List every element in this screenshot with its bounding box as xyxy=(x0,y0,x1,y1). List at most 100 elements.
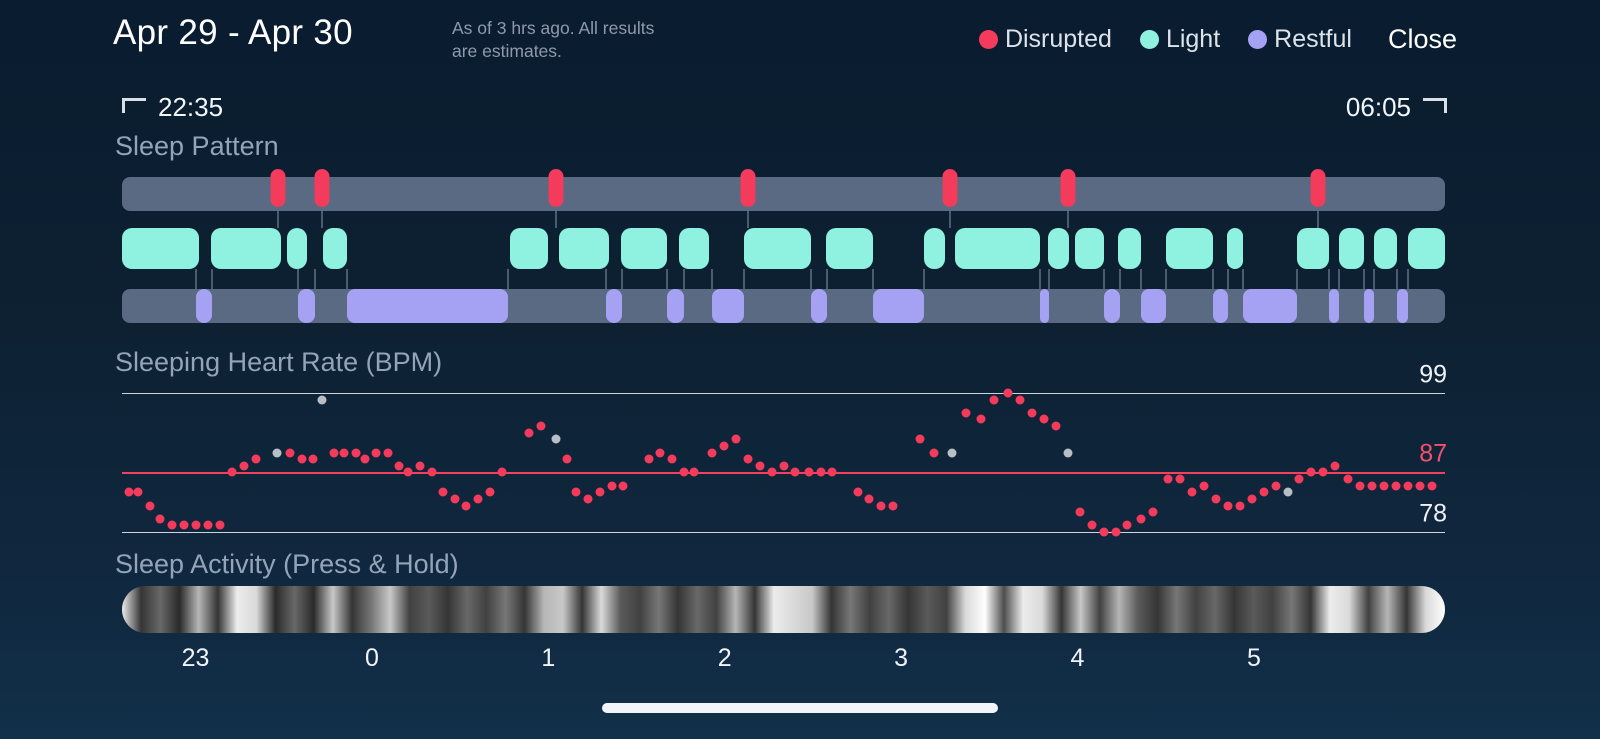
hr-dot xyxy=(595,487,605,497)
light-segment xyxy=(620,228,668,269)
start-time: 22:35 xyxy=(158,92,224,122)
hr-dot xyxy=(583,494,593,504)
connector-line xyxy=(345,269,348,289)
light-segment xyxy=(1407,228,1445,269)
legend-label-restful: Restful xyxy=(1274,25,1352,53)
end-time: 06:05 xyxy=(1345,92,1411,122)
home-indicator[interactable] xyxy=(602,703,998,713)
hr-dot xyxy=(1015,395,1025,405)
light-segment xyxy=(955,228,1041,269)
hr-dot xyxy=(308,454,317,464)
restful-segment xyxy=(1364,289,1374,323)
hr-dot xyxy=(297,454,307,464)
disrupted-track xyxy=(122,169,1445,211)
connector-line xyxy=(666,269,669,289)
hr-dot xyxy=(351,448,361,458)
connector-line xyxy=(1048,269,1051,289)
light-segment xyxy=(743,228,812,269)
light-segment xyxy=(1165,228,1214,269)
light-segment xyxy=(1074,228,1104,269)
hr-dot xyxy=(689,467,699,477)
hr-dot xyxy=(394,461,403,471)
hr-dot xyxy=(929,448,939,458)
connector-line xyxy=(711,269,714,289)
hr-dot xyxy=(1403,481,1413,491)
light-segment xyxy=(287,228,308,269)
hour-axis: 23 0 1 2 3 4 5 xyxy=(122,644,1445,676)
restful-track xyxy=(122,289,1445,323)
light-segment xyxy=(210,228,281,269)
connector-line xyxy=(605,269,608,289)
sleep-activity-strip[interactable] xyxy=(122,586,1445,633)
disrupted-segment xyxy=(942,169,958,207)
session-end: 06:05 xyxy=(1346,92,1447,123)
hr-dot xyxy=(461,501,471,511)
disrupted-segment xyxy=(270,169,286,207)
connector-line xyxy=(1316,211,1319,228)
sleep-activity-title: Sleep Activity (Press & Hold) xyxy=(115,549,459,579)
hr-dot xyxy=(360,454,370,464)
connector-line xyxy=(1241,269,1244,289)
connector-line xyxy=(746,211,749,228)
hr-dot xyxy=(853,487,863,497)
sleep-pattern-chart xyxy=(122,169,1445,325)
hr-dot xyxy=(562,454,572,464)
restful-segment xyxy=(667,289,685,323)
disrupted-segment xyxy=(1060,169,1076,207)
hr-dot xyxy=(124,487,134,497)
disrupted-segment xyxy=(314,169,330,207)
crop-mark-left-icon xyxy=(122,98,146,113)
hr-dot xyxy=(239,461,249,471)
disrupted-segment xyxy=(1310,169,1326,207)
hr-dot xyxy=(915,434,925,444)
connector-line xyxy=(296,269,299,289)
hr-dot xyxy=(536,421,546,431)
connector-line xyxy=(210,269,213,289)
close-button[interactable]: Close xyxy=(1387,24,1457,54)
connector-line xyxy=(320,211,323,228)
hr-dot xyxy=(403,467,413,477)
hr-dot xyxy=(719,441,729,451)
hr-dot xyxy=(415,461,425,471)
hr-dot xyxy=(438,487,448,497)
hr-dot xyxy=(1111,527,1121,537)
date-range: Apr 29 - Apr 30 xyxy=(113,13,353,52)
restful-segment xyxy=(1040,289,1050,323)
hr-dot xyxy=(1051,421,1061,431)
hr-dot xyxy=(679,467,689,477)
heart-rate-chart: 99 87 78 xyxy=(122,361,1447,537)
hr-dot xyxy=(1163,474,1173,484)
hr-dot xyxy=(215,520,225,530)
connector-line xyxy=(1066,211,1069,228)
hr-dot-estimated xyxy=(317,395,327,405)
restful-segment xyxy=(1328,289,1340,323)
hour-label: 4 xyxy=(1070,644,1085,672)
light-track xyxy=(122,228,1445,269)
connector-line xyxy=(1338,269,1341,289)
hr-dot xyxy=(976,414,986,424)
hr-dot xyxy=(1087,520,1097,530)
hr-dot xyxy=(1343,474,1353,484)
legend-label-disrupted: Disrupted xyxy=(1004,25,1112,53)
hr-dot xyxy=(644,454,654,464)
hour-label: 3 xyxy=(894,644,909,672)
hr-dot xyxy=(155,514,165,524)
restful-segment xyxy=(1213,289,1229,323)
sleep-pattern-title: Sleep Pattern xyxy=(115,131,279,161)
hr-dot xyxy=(1355,481,1365,491)
hour-label: 23 xyxy=(181,644,210,672)
connector-line xyxy=(1118,269,1121,289)
hr-dot xyxy=(167,520,177,530)
hr-dot xyxy=(1271,481,1281,491)
light-segment xyxy=(1048,228,1070,269)
light-segment xyxy=(323,228,347,269)
hr-dot xyxy=(473,494,483,504)
restful-segment xyxy=(712,289,744,323)
hr-dot-estimated xyxy=(947,448,957,458)
hr-dot xyxy=(779,461,788,471)
hr-dot xyxy=(1391,481,1401,491)
hr-dot xyxy=(227,467,237,477)
hour-label: 2 xyxy=(717,644,732,672)
hr-dot xyxy=(1148,507,1158,517)
hr-dot xyxy=(1259,487,1269,497)
